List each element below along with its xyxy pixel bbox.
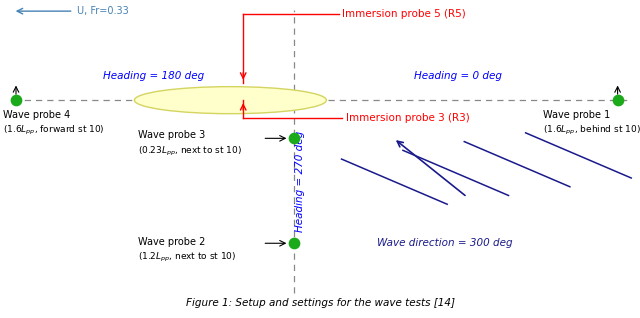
Text: Immersion probe 5 (R5): Immersion probe 5 (R5) [342,9,466,19]
Text: Figure 1: Setup and settings for the wave tests [14]: Figure 1: Setup and settings for the wav… [186,299,454,308]
Point [289,241,300,246]
Text: Immersion probe 3 (R3): Immersion probe 3 (R3) [346,113,469,123]
Point [11,98,21,103]
Text: (0.23$L_{pp}$, next to st 10): (0.23$L_{pp}$, next to st 10) [138,145,242,158]
Point [289,136,300,141]
Text: (1.2$L_{pp}$, next to st 10): (1.2$L_{pp}$, next to st 10) [138,251,236,264]
Text: U, Fr=0.33: U, Fr=0.33 [77,6,129,16]
Text: (1.6$L_{pp}$, behind st 10): (1.6$L_{pp}$, behind st 10) [543,124,640,137]
Ellipse shape [134,86,326,114]
Text: (1.6$L_{pp}$, forward st 10): (1.6$L_{pp}$, forward st 10) [3,124,105,137]
Text: Heading = 180 deg: Heading = 180 deg [103,71,204,81]
Text: Wave probe 4: Wave probe 4 [3,110,70,120]
Point [612,98,623,103]
Text: Wave probe 1: Wave probe 1 [543,110,610,120]
Text: Heading = 270 deg: Heading = 270 deg [294,131,305,232]
Text: Heading = 0 deg: Heading = 0 deg [413,71,502,81]
Text: Wave direction = 300 deg: Wave direction = 300 deg [377,238,513,248]
Text: Wave probe 3: Wave probe 3 [138,130,205,140]
Text: Wave probe 2: Wave probe 2 [138,237,205,247]
